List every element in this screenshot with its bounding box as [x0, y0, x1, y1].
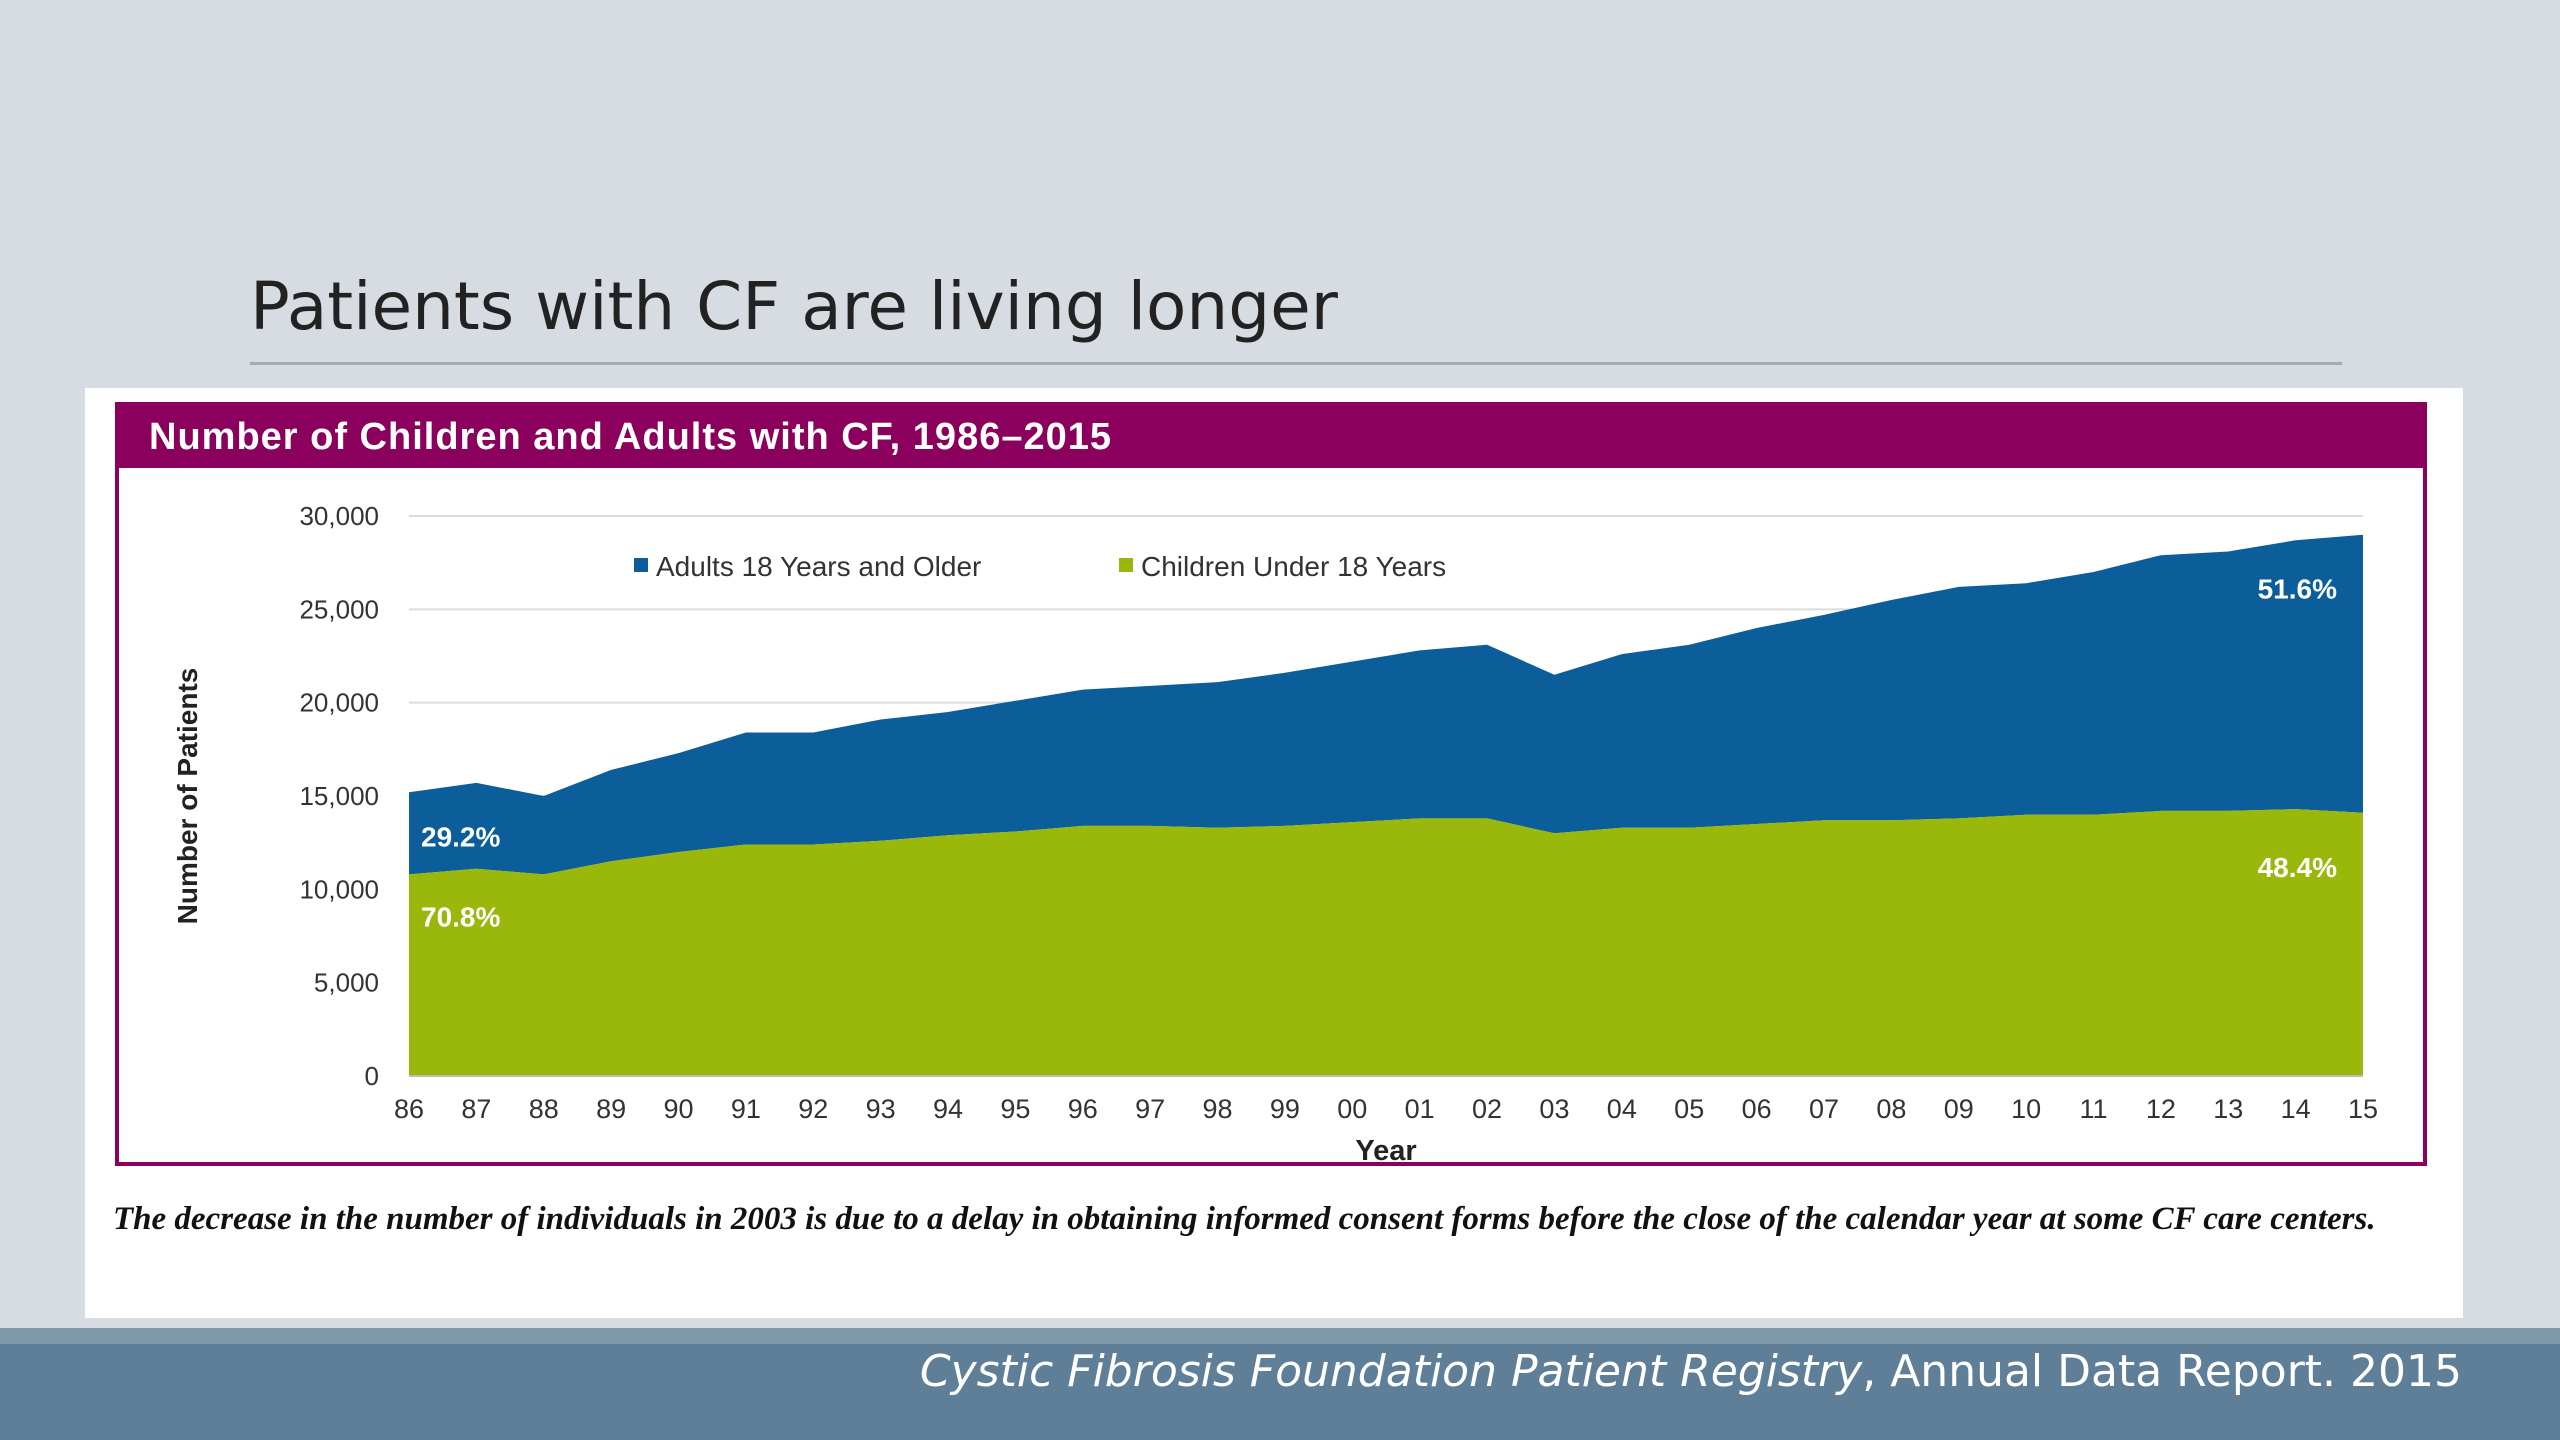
slide-title: Patients with CF are living longer — [250, 268, 1338, 345]
source-citation-italic: Cystic Fibrosis Foundation Patient Regis… — [919, 1346, 1863, 1397]
x-tick-label: 94 — [933, 1094, 963, 1124]
legend-swatch — [634, 558, 648, 572]
x-tick-label: 12 — [2146, 1094, 2176, 1124]
x-tick-label: 89 — [596, 1094, 626, 1124]
x-tick-label: 09 — [1944, 1094, 1974, 1124]
legend-swatch — [1119, 558, 1133, 572]
x-tick-label: 02 — [1472, 1094, 1502, 1124]
x-tick-label: 99 — [1270, 1094, 1300, 1124]
x-tick-label: 04 — [1607, 1094, 1637, 1124]
series-area-adults — [409, 534, 2363, 875]
x-tick-label: 15 — [2348, 1094, 2378, 1124]
chart-frame: Number of Children and Adults with CF, 1… — [115, 402, 2427, 1166]
y-tick-label: 0 — [365, 1061, 379, 1091]
x-tick-label: 93 — [866, 1094, 896, 1124]
footer-stripe — [0, 1328, 2560, 1344]
x-tick-label: 00 — [1337, 1094, 1367, 1124]
data-label: 51.6% — [2258, 574, 2337, 605]
x-tick-label: 08 — [1876, 1094, 1906, 1124]
y-tick-label: 25,000 — [299, 594, 379, 624]
x-tick-label: 13 — [2213, 1094, 2243, 1124]
series-area-children — [409, 809, 2363, 1076]
figure-caption: The decrease in the number of individual… — [113, 1201, 2376, 1237]
x-tick-label: 97 — [1135, 1094, 1165, 1124]
source-citation-rest: , Annual Data Report. 2015 — [1862, 1346, 2462, 1397]
x-tick-label: 14 — [2281, 1094, 2311, 1124]
x-tick-label: 98 — [1203, 1094, 1233, 1124]
area-chart: 0 5,000 10,000 15,000 20,000 25,000 30,000 86 87… — [172, 501, 2378, 1162]
x-tick-label: 96 — [1068, 1094, 1098, 1124]
legend-label: Children Under 18 Years — [1141, 551, 1446, 582]
x-tick-label: 95 — [1000, 1094, 1030, 1124]
x-tick-label: 87 — [461, 1094, 491, 1124]
x-tick-label: 07 — [1809, 1094, 1839, 1124]
x-tick-label: 06 — [1742, 1094, 1772, 1124]
y-tick-label: 20,000 — [299, 688, 379, 718]
y-tick-label: 5,000 — [314, 968, 379, 998]
data-label: 29.2% — [421, 821, 500, 852]
data-label: 48.4% — [2258, 852, 2337, 883]
x-tick-label: 01 — [1405, 1094, 1435, 1124]
chart-title: Number of Children and Adults with CF, 1… — [119, 406, 2423, 468]
x-tick-label: 05 — [1674, 1094, 1704, 1124]
x-tick-label: 10 — [2011, 1094, 2041, 1124]
x-tick-label: 88 — [529, 1094, 559, 1124]
title-divider — [250, 362, 2342, 365]
y-tick-label: 10,000 — [299, 874, 379, 904]
legend-label: Adults 18 Years and Older — [656, 551, 981, 582]
y-tick-label: 15,000 — [299, 781, 379, 811]
x-tick-label: 91 — [731, 1094, 761, 1124]
figure-panel: Number of Children and Adults with CF, 1… — [85, 388, 2463, 1318]
x-tick-label: 11 — [2079, 1094, 2107, 1124]
x-tick-label: 03 — [1539, 1094, 1569, 1124]
x-axis-title: Year — [1355, 1135, 1416, 1162]
source-citation: Cystic Fibrosis Foundation Patient Regis… — [920, 1346, 2462, 1398]
footer-bar — [0, 1328, 2560, 1440]
y-axis-title: Number of Patients — [172, 668, 203, 925]
data-label: 70.8% — [421, 901, 500, 932]
y-tick-label: 30,000 — [299, 501, 379, 531]
x-tick-label: 90 — [663, 1094, 693, 1124]
x-tick-label: 86 — [394, 1094, 424, 1124]
x-tick-label: 92 — [798, 1094, 828, 1124]
